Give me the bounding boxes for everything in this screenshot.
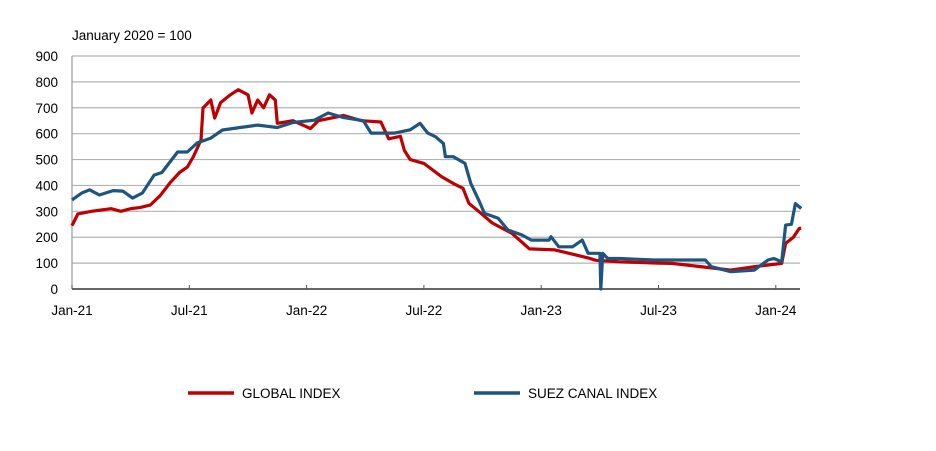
series-line-suez-canal-index [71, 111, 803, 291]
x-tick-label: Jan-24 [755, 303, 797, 318]
y-axis-ticks: 0 100 200 300 400 500 600 700 800 900 [35, 49, 58, 297]
y-tick-label: 200 [35, 230, 58, 245]
gridlines [71, 55, 800, 290]
y-tick-label: 100 [35, 256, 58, 271]
legend-label: GLOBAL INDEX [242, 386, 341, 401]
y-tick-label: 400 [35, 178, 58, 193]
x-axis-ticks: Jan-21 Jul-21 Jan-22 Jul-22 Jan-23 Jul-23 Jan-… [51, 285, 797, 318]
x-tick-label: Jul-21 [171, 303, 208, 318]
y-axis-label: January 2020 = 100 [72, 28, 192, 43]
series-line-global-index [70, 88, 802, 272]
y-tick-label: 800 [35, 75, 58, 90]
x-tick-label: Jul-22 [406, 303, 443, 318]
y-tick-label: 300 [35, 204, 58, 219]
y-tick-label: 700 [35, 101, 58, 116]
y-tick-label: 900 [35, 49, 58, 64]
legend: GLOBAL INDEX SUEZ CANAL INDEX [188, 386, 657, 401]
y-tick-label: 0 [50, 282, 58, 297]
x-tick-label: Jan-22 [286, 303, 327, 318]
x-tick-label: Jan-21 [51, 303, 92, 318]
y-tick-label: 500 [35, 153, 58, 168]
series-lines [70, 88, 803, 291]
x-tick-label: Jul-23 [640, 303, 677, 318]
y-tick-label: 600 [35, 127, 58, 142]
x-tick-label: Jan-23 [521, 303, 562, 318]
legend-label: SUEZ CANAL INDEX [528, 386, 657, 401]
